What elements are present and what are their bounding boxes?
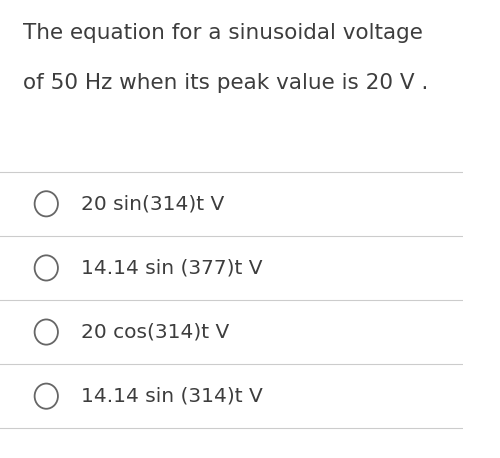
Ellipse shape [34, 191, 58, 216]
Ellipse shape [34, 256, 58, 280]
Text: of 50 Hz when its peak value is 20 V .: of 50 Hz when its peak value is 20 V . [23, 73, 428, 93]
Text: 14.14 sin (377)t V: 14.14 sin (377)t V [81, 258, 262, 278]
Text: 20 sin(314)t V: 20 sin(314)t V [81, 194, 224, 213]
Text: 20 cos(314)t V: 20 cos(314)t V [81, 322, 229, 342]
Text: 14.14 sin (314)t V: 14.14 sin (314)t V [81, 387, 262, 406]
Text: The equation for a sinusoidal voltage: The equation for a sinusoidal voltage [23, 23, 423, 43]
Ellipse shape [34, 384, 58, 409]
Ellipse shape [34, 320, 58, 344]
